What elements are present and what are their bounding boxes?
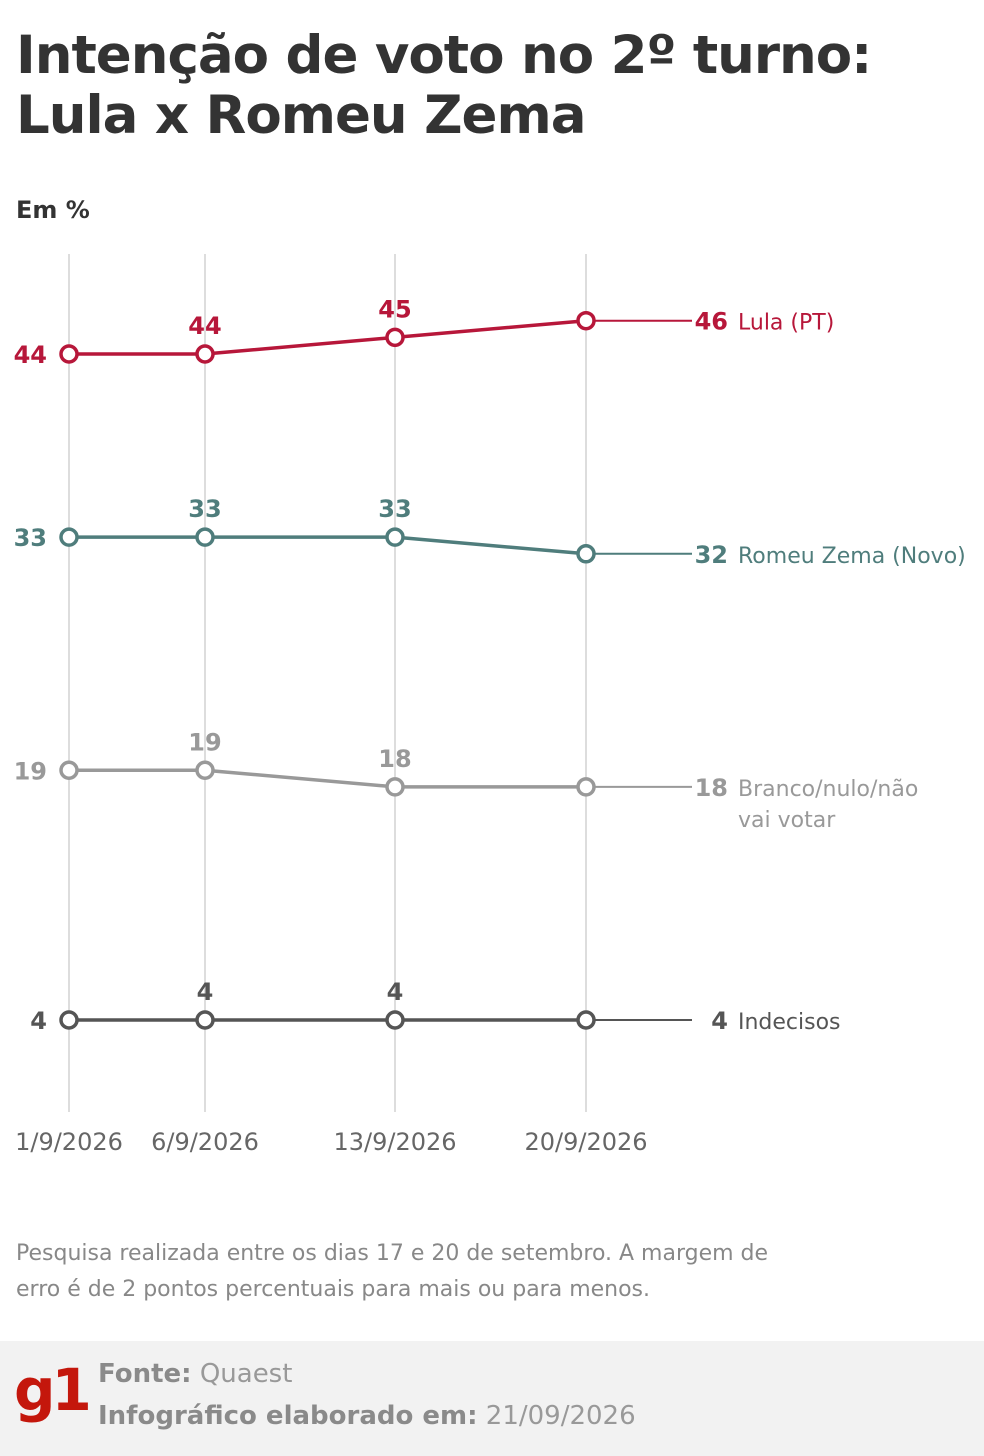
- data-label: 4: [197, 978, 214, 1006]
- data-point: [59, 1010, 79, 1030]
- series-name-label: Romeu Zema (Novo): [738, 544, 966, 569]
- data-point: [385, 777, 405, 797]
- data-point: [195, 527, 215, 547]
- data-point: [195, 1010, 215, 1030]
- source-value: Quaest: [199, 1359, 293, 1389]
- made-date-value: 21/09/2026: [485, 1401, 636, 1431]
- data-point: [59, 344, 79, 364]
- data-point: [576, 544, 596, 564]
- line-chart: 1/9/2026 6/9/2026 13/9/2026 20/9/2026444445…: [14, 254, 966, 1156]
- data-point: [385, 527, 405, 547]
- made-date-line: Infográfico elaborado em: 21/09/2026: [98, 1401, 636, 1431]
- data-point: [576, 1010, 596, 1030]
- data-label: 44: [188, 312, 221, 340]
- series-name-label: Branco/nulo/não vai votar: [738, 777, 918, 833]
- end-value-label: 18: [695, 774, 728, 802]
- methodology-note: Pesquisa realizada entre os dias 17 e 20…: [16, 1241, 769, 1302]
- source-line: Fonte: Quaest: [98, 1359, 292, 1389]
- x-tick-label: 6/9/2026: [151, 1128, 259, 1156]
- data-label: 33: [378, 495, 411, 523]
- series-line: [69, 318, 587, 356]
- source-label: Fonte:: [98, 1359, 192, 1389]
- data-point: [576, 777, 596, 797]
- data-point: [59, 527, 79, 547]
- data-label: 45: [378, 295, 411, 323]
- data-label: 33: [188, 495, 221, 523]
- series-line: [69, 535, 587, 556]
- g1-logo: g1: [14, 1356, 92, 1424]
- data-label: 19: [188, 728, 221, 756]
- x-tick-label: 13/9/2026: [333, 1128, 456, 1156]
- end-value-label: 46: [695, 308, 728, 336]
- data-point: [576, 310, 596, 331]
- data-point: [195, 344, 215, 364]
- end-value-label: 4: [711, 1007, 728, 1035]
- x-tick-label: 1/9/2026: [15, 1128, 123, 1156]
- unit-label: Em %: [16, 196, 90, 224]
- data-label: 18: [378, 745, 411, 773]
- data-label: 19: [14, 757, 47, 785]
- x-tick-label: 20/9/2026: [524, 1128, 647, 1156]
- made-date-label: Infográfico elaborado em:: [98, 1401, 478, 1431]
- chart-title: Intenção de voto no 2º turno: Lula x Rom…: [16, 25, 872, 146]
- series-name-label: Indecisos: [738, 1010, 841, 1035]
- data-point: [385, 1010, 405, 1030]
- data-label: 4: [30, 1007, 47, 1035]
- data-label: 33: [14, 524, 47, 552]
- footer: g1 Fonte: Quaest Infográfico elaborado e…: [0, 1341, 984, 1456]
- data-label: 4: [387, 978, 404, 1006]
- series-name-label: Lula (PT): [738, 311, 834, 336]
- end-value-label: 32: [695, 541, 728, 569]
- data-point: [195, 760, 215, 780]
- series-line: [69, 768, 586, 789]
- data-point: [59, 760, 79, 780]
- data-label: 44: [14, 341, 47, 369]
- data-point: [385, 327, 405, 348]
